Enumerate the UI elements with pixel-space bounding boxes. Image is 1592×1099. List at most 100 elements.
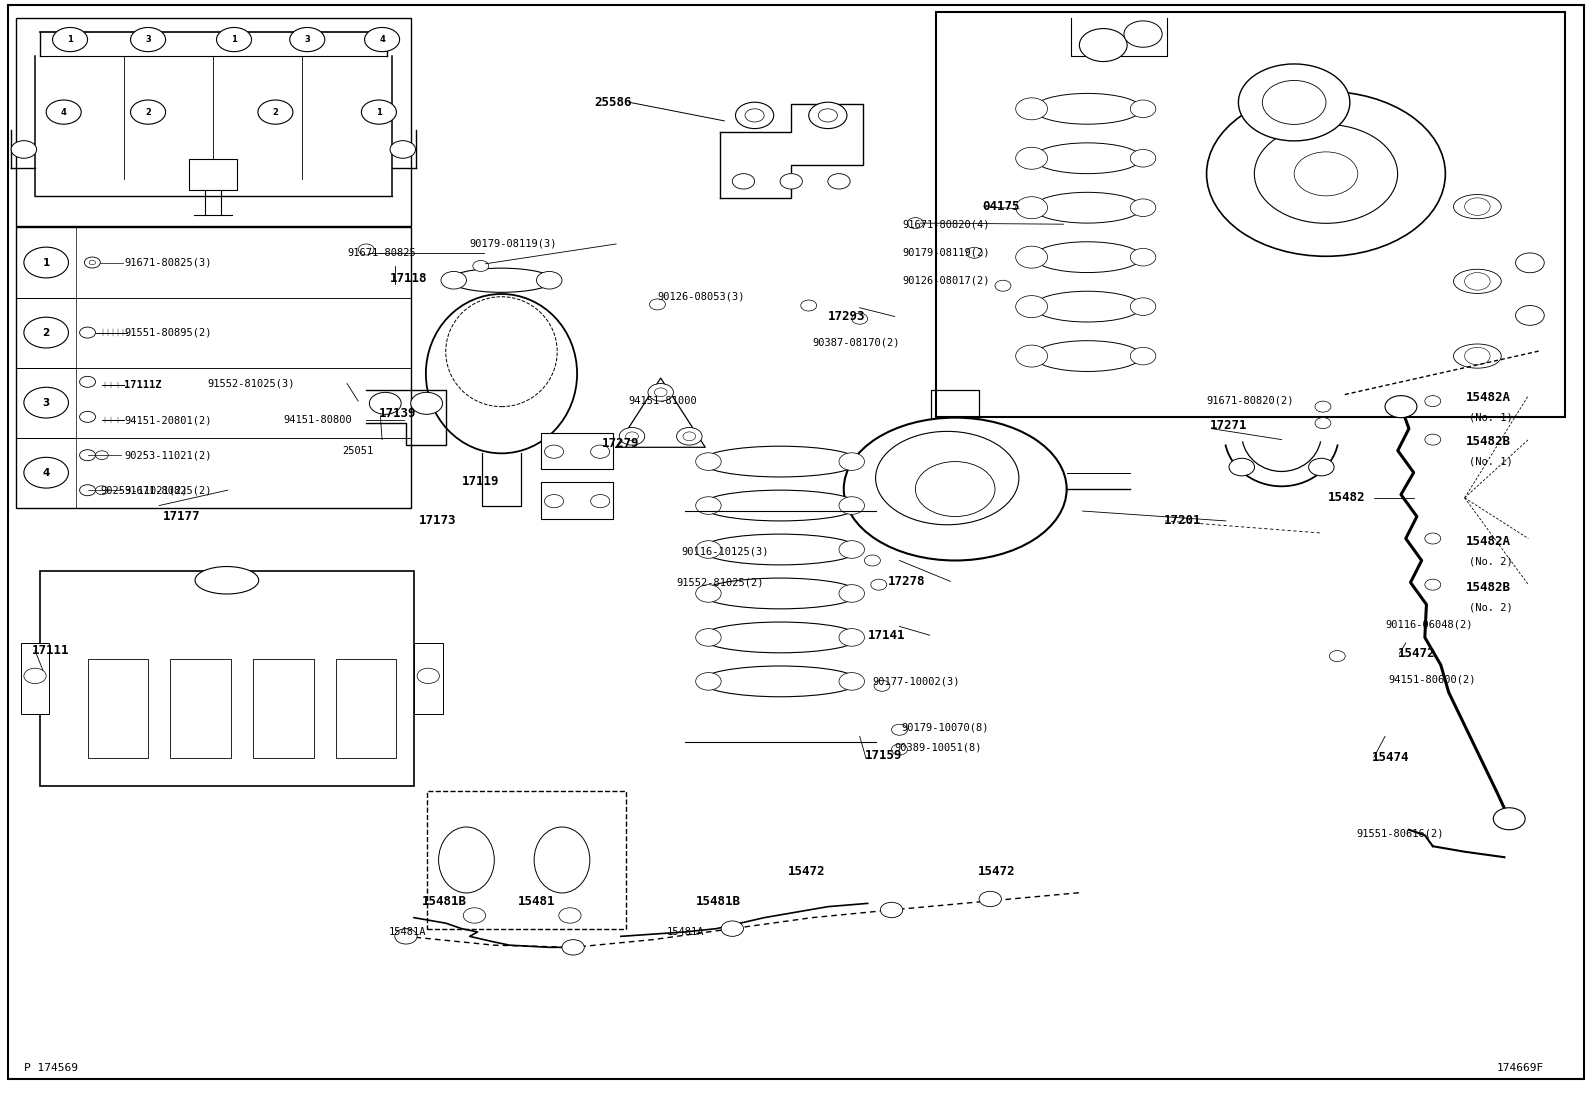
Bar [541,433,613,469]
Ellipse shape [1033,341,1141,371]
Circle shape [358,244,374,255]
Ellipse shape [700,534,860,565]
Text: 17279: 17279 [602,437,640,451]
Circle shape [131,27,166,52]
Text: P 174569: P 174569 [24,1063,78,1074]
Ellipse shape [1453,269,1501,293]
Circle shape [84,257,100,268]
Circle shape [880,902,903,918]
Circle shape [1130,347,1156,365]
Bar [16,227,411,298]
Circle shape [80,328,96,338]
Circle shape [80,485,96,496]
Circle shape [1425,533,1441,544]
Circle shape [1294,152,1358,196]
Text: 17141: 17141 [868,629,906,642]
Text: 90116-10125(3): 90116-10125(3) [681,546,769,557]
Circle shape [1124,21,1162,47]
Bar [936,12,1565,417]
Circle shape [839,585,864,602]
Text: 15474: 15474 [1372,751,1411,764]
Circle shape [1315,418,1331,429]
Circle shape [361,100,396,124]
Text: 91671-80825: 91671-80825 [347,247,416,258]
Ellipse shape [700,446,860,477]
Ellipse shape [700,622,860,653]
Bar [16,298,76,367]
Circle shape [1229,458,1254,476]
Circle shape [1207,91,1446,256]
Text: 91671-80820(2): 91671-80820(2) [1207,395,1294,406]
Circle shape [473,260,489,271]
Text: 91552-81025(3): 91552-81025(3) [207,378,295,389]
Circle shape [1516,253,1544,273]
Circle shape [544,445,564,458]
Circle shape [1016,345,1048,367]
Circle shape [411,392,443,414]
Circle shape [1465,198,1490,215]
Circle shape [24,668,46,684]
Ellipse shape [439,826,495,892]
Bar [16,227,411,508]
Circle shape [677,428,702,445]
Circle shape [839,497,864,514]
Text: 90177-10002(3): 90177-10002(3) [872,676,960,687]
Text: 04175: 04175 [982,200,1020,213]
Bar [40,571,414,786]
Circle shape [1425,579,1441,590]
Text: 17118: 17118 [390,271,428,285]
Ellipse shape [1033,291,1141,322]
Ellipse shape [1033,242,1141,273]
Bar [16,298,411,367]
Text: 15472: 15472 [1398,647,1436,660]
Text: 17278: 17278 [888,575,927,588]
Text: 17159: 17159 [864,748,903,762]
Ellipse shape [1033,143,1141,174]
Text: 91552-81025(2): 91552-81025(2) [677,577,764,588]
Bar [189,159,237,190]
Circle shape [801,300,817,311]
Bar [414,643,443,714]
Circle shape [1516,306,1544,325]
Text: 3: 3 [145,35,151,44]
Bar [16,437,76,508]
Circle shape [828,174,850,189]
Text: 2: 2 [272,108,279,116]
Text: 91551-80616(2): 91551-80616(2) [1356,828,1444,839]
Text: 15481B: 15481B [696,895,740,908]
Text: 90387-08170(2): 90387-08170(2) [812,337,899,348]
Circle shape [839,541,864,558]
Circle shape [1425,396,1441,407]
Circle shape [696,629,721,646]
Bar [541,482,613,519]
Text: 2: 2 [145,108,151,116]
Circle shape [1016,147,1048,169]
Circle shape [89,260,96,265]
Text: 90116-06048(2): 90116-06048(2) [1385,619,1473,630]
Circle shape [721,921,743,936]
Circle shape [591,445,610,458]
Bar [16,367,76,437]
Text: 17119: 17119 [462,475,500,488]
Text: 15482: 15482 [1328,491,1366,504]
Bar [170,659,231,758]
Text: 91671-80820(4): 91671-80820(4) [903,219,990,230]
Circle shape [696,673,721,690]
Circle shape [46,100,81,124]
Circle shape [1016,246,1048,268]
Circle shape [1309,458,1334,476]
Circle shape [696,585,721,602]
Circle shape [1130,298,1156,315]
Circle shape [463,908,486,923]
Circle shape [871,579,887,590]
Circle shape [1425,434,1441,445]
Text: (No. 1): (No. 1) [1469,412,1512,423]
Circle shape [96,451,108,459]
Text: 15481: 15481 [517,895,556,908]
Circle shape [626,432,638,441]
Text: 15482B: 15482B [1466,581,1511,595]
Bar [427,791,626,929]
Circle shape [537,271,562,289]
Circle shape [1016,197,1048,219]
Text: 17293: 17293 [828,310,866,323]
